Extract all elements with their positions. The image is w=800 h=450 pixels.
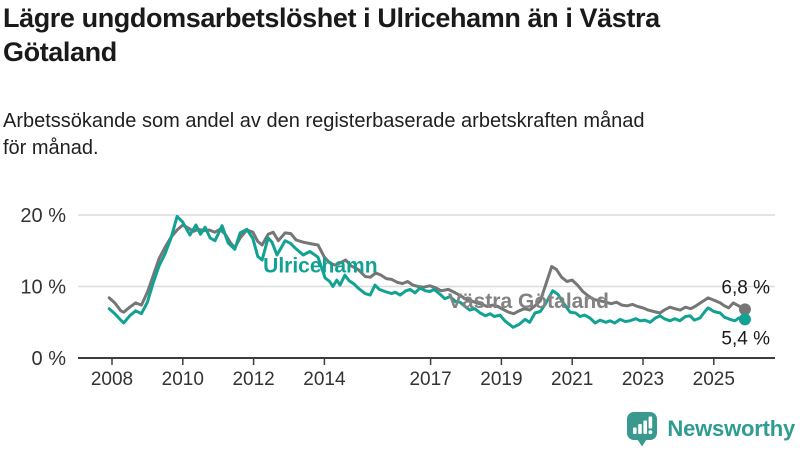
- end-value-label-ulricehamn: 5,4 %: [721, 328, 770, 349]
- x-tick-label-2010: 2010: [162, 369, 204, 390]
- series-line-ulricehamn: [107, 214, 747, 329]
- x-tick-label-2014: 2014: [303, 369, 346, 390]
- series-end-dot-ulricehamn: [738, 313, 751, 326]
- series-label-vastra-gotaland: Västra Götaland: [448, 290, 609, 313]
- y-tick-label-0: 0 %: [32, 348, 67, 370]
- series-end-dot-vastra-gotaland: [738, 303, 751, 316]
- newsworthy-logo-icon: [627, 412, 658, 447]
- x-tick-label-2021: 2021: [551, 369, 593, 390]
- brand-name: Newsworthy: [667, 416, 795, 441]
- x-tick-label-2025: 2025: [693, 369, 735, 390]
- y-tick-label-10: 10 %: [20, 277, 66, 299]
- x-tick-label-2017: 2017: [409, 369, 451, 390]
- page-title: Lägre ungdomsarbetslöshet i Ulricehamn ä…: [3, 3, 660, 67]
- x-tick-label-2019: 2019: [480, 369, 522, 390]
- x-tick-label-2008: 2008: [91, 369, 133, 390]
- x-tick-label-2012: 2012: [232, 369, 274, 390]
- series-label-ulricehamn: Ulricehamn: [263, 254, 377, 277]
- brand-logo: Newsworthy: [625, 411, 795, 447]
- x-tick-label-2023: 2023: [622, 369, 664, 390]
- series-line-vastra-gotaland: [107, 223, 747, 316]
- end-value-label-vastra-gotaland: 6,8 %: [721, 277, 770, 298]
- y-tick-label-20: 20 %: [20, 205, 66, 227]
- chart-subtitle: Arbetssökande som andel av den registerb…: [3, 110, 645, 159]
